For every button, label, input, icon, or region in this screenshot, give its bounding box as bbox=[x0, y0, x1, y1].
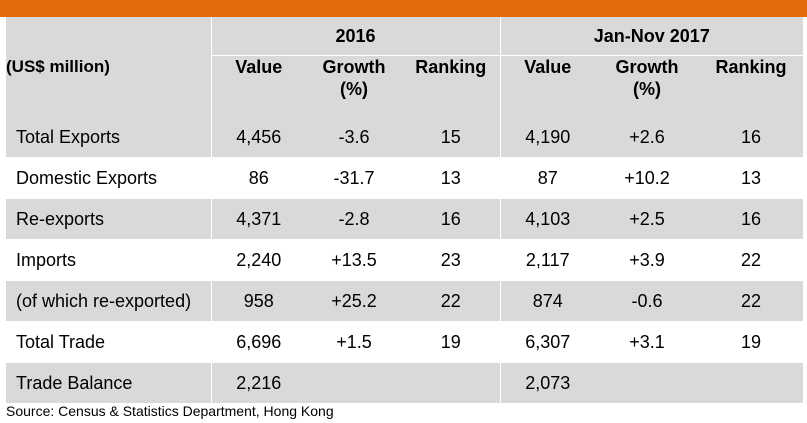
value-2016: 6,696 bbox=[210, 321, 306, 363]
table-row-total-exports: Total Exports 4,456 -3.6 15 4,190 +2.6 1… bbox=[6, 117, 804, 158]
ranking-2017: 22 bbox=[741, 249, 762, 270]
table-row-domestic-exports: Domestic Exports 86 -31.7 13 87 +10.2 13 bbox=[6, 157, 804, 199]
growth-2016: +25.2 bbox=[306, 280, 402, 322]
ranking-2017: 16 bbox=[699, 198, 804, 240]
growth-2017 bbox=[595, 362, 700, 404]
row-label: Total Exports bbox=[6, 117, 211, 158]
ranking-2016: 16 bbox=[402, 198, 501, 240]
growth-2017: +3.1 bbox=[629, 331, 665, 352]
source-note: Source: Census & Statistics Department, … bbox=[6, 403, 334, 419]
value-2017: 87 bbox=[499, 157, 596, 199]
ranking-header-2016: Ranking bbox=[402, 55, 501, 117]
ranking-2016: 23 bbox=[440, 249, 461, 270]
growth-2017: +10.2 bbox=[624, 167, 670, 188]
growth-2016: -31.7 bbox=[333, 167, 375, 188]
row-label: (of which re-exported) bbox=[6, 280, 211, 322]
value-2016: 2,240 bbox=[210, 239, 306, 281]
period-2016-header: 2016 bbox=[210, 17, 501, 56]
value-2017: 4,190 bbox=[499, 117, 596, 158]
growth-2016: -3.6 bbox=[306, 117, 402, 158]
value-2017: 4,103 bbox=[499, 198, 596, 240]
value-2016: 4,371 bbox=[210, 198, 306, 240]
ranking-2016: 13 bbox=[440, 167, 461, 188]
growth-2016: +1.5 bbox=[336, 331, 372, 352]
value-2017: 2,117 bbox=[499, 239, 596, 281]
orange-top-bar bbox=[0, 0, 807, 17]
table-row-re-exports: Re-exports 4,371 -2.8 16 4,103 +2.5 16 bbox=[6, 198, 804, 240]
trade-statistics-table: (US$ million) 2016 Jan-Nov 2017 Value Gr… bbox=[6, 17, 804, 404]
growth-unit: (%) bbox=[633, 79, 662, 99]
value-2017: 874 bbox=[499, 280, 596, 322]
period-2017-header: Jan-Nov 2017 bbox=[499, 17, 804, 56]
ranking-2017: 19 bbox=[741, 331, 762, 352]
table-row-total-trade: Total Trade 6,696 +1.5 19 6,307 +3.1 19 bbox=[6, 321, 804, 363]
value-header-2017: Value bbox=[499, 55, 596, 117]
growth-label: Growth bbox=[322, 57, 386, 77]
growth-2016 bbox=[306, 362, 402, 404]
value-2017: 6,307 bbox=[499, 321, 596, 363]
ranking-2016 bbox=[402, 362, 501, 404]
ranking-2016: 15 bbox=[402, 117, 501, 158]
value-2016: 4,456 bbox=[210, 117, 306, 158]
value-2017: 2,073 bbox=[499, 362, 596, 404]
value-2016: 958 bbox=[210, 280, 306, 322]
value-2016: 2,216 bbox=[210, 362, 306, 404]
growth-2017: -0.6 bbox=[595, 280, 700, 322]
growth-label: Growth bbox=[615, 57, 679, 77]
row-label-header: (US$ million) bbox=[6, 17, 211, 117]
header-row-columns: Value Growth (%) Ranking Value Growth (%… bbox=[6, 55, 804, 117]
value-2016: 86 bbox=[210, 157, 306, 199]
ranking-2017 bbox=[699, 362, 804, 404]
ranking-2017: 13 bbox=[741, 167, 762, 188]
growth-2016: -2.8 bbox=[306, 198, 402, 240]
table-row-imports: Imports 2,240 +13.5 23 2,117 +3.9 22 bbox=[6, 239, 804, 281]
row-label: Imports bbox=[16, 249, 77, 270]
growth-2016: +13.5 bbox=[331, 249, 377, 270]
growth-2017: +2.6 bbox=[595, 117, 700, 158]
row-label: Re-exports bbox=[6, 198, 211, 240]
ranking-2016: 22 bbox=[402, 280, 501, 322]
growth-2017: +2.5 bbox=[595, 198, 700, 240]
growth-header-2017: Growth (%) bbox=[595, 55, 700, 117]
ranking-header-2017: Ranking bbox=[699, 55, 804, 117]
row-label: Domestic Exports bbox=[16, 167, 158, 188]
value-header-2016: Value bbox=[210, 55, 306, 117]
row-label: Total Trade bbox=[16, 331, 106, 352]
growth-unit: (%) bbox=[340, 79, 368, 99]
ranking-2017: 16 bbox=[699, 117, 804, 158]
ranking-2017: 22 bbox=[699, 280, 804, 322]
row-label: Trade Balance bbox=[6, 362, 211, 404]
table-row-trade-balance: Trade Balance 2,216 2,073 bbox=[6, 362, 804, 404]
growth-header-2016: Growth (%) bbox=[306, 55, 402, 117]
ranking-2016: 19 bbox=[440, 331, 461, 352]
table-row-re-exported-imports: (of which re-exported) 958 +25.2 22 874 … bbox=[6, 280, 804, 322]
growth-2017: +3.9 bbox=[629, 249, 665, 270]
header-row-periods: (US$ million) 2016 Jan-Nov 2017 bbox=[6, 17, 804, 117]
